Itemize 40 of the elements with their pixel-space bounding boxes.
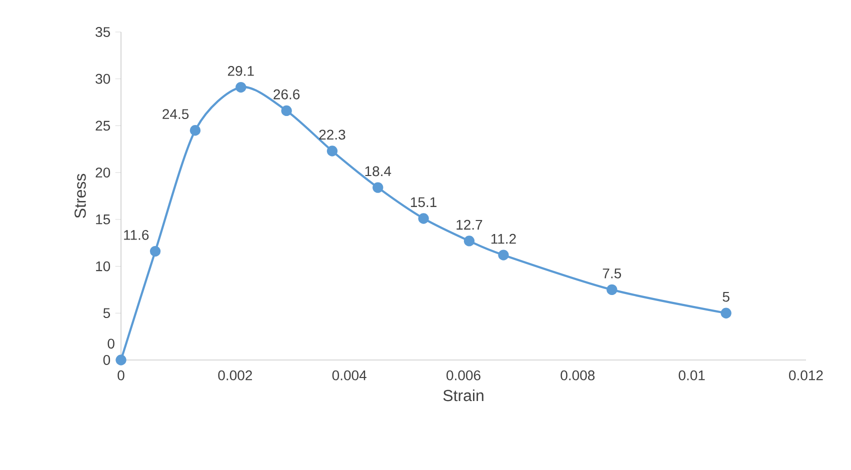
y-axis-title: Stress [74, 174, 86, 218]
point [150, 246, 161, 257]
data-label: 11.2 [491, 234, 516, 244]
x-axis-title: Strain [443, 389, 484, 402]
y-tick-label: 25 [96, 120, 110, 131]
point [498, 250, 509, 260]
data-label: 7.5 [602, 268, 622, 278]
data-label: 15.1 [410, 197, 436, 208]
y-tick-label: 35 [96, 27, 110, 37]
y-tick-label: 10 [96, 261, 110, 272]
x-tick-label: 0.006 [446, 370, 480, 380]
data-label: 24.5 [162, 109, 189, 120]
data-label: 12.7 [456, 220, 482, 230]
data-label: 5 [722, 292, 730, 302]
x-tick-label: 0.004 [332, 370, 366, 380]
point [418, 213, 429, 224]
point [326, 146, 338, 156]
data-label: 11.6 [124, 230, 149, 240]
data-label: 18.4 [365, 166, 392, 176]
x-tick-label: 0 [118, 370, 124, 380]
x-tick-label: 0.012 [789, 370, 823, 380]
data-label: 26.6 [274, 89, 300, 100]
y-tick-label: 15 [96, 214, 110, 224]
point [372, 182, 384, 193]
x-tick-label: 0.002 [218, 370, 252, 380]
point [116, 354, 126, 366]
point [236, 82, 246, 93]
data-label: 22.3 [319, 130, 346, 140]
y-tick-label: 5 [103, 308, 110, 318]
x-tick-label: 0.008 [560, 370, 595, 380]
point [720, 308, 732, 318]
point [281, 105, 292, 116]
point [190, 125, 201, 136]
x-tick-label: 0.01 [678, 370, 705, 380]
point [464, 236, 475, 246]
y-tick-label: 0 [103, 355, 110, 365]
y-tick-label: 20 [96, 168, 110, 178]
point [606, 284, 618, 296]
data-label: 29.1 [228, 66, 254, 76]
y-tick-label: 30 [96, 74, 110, 84]
